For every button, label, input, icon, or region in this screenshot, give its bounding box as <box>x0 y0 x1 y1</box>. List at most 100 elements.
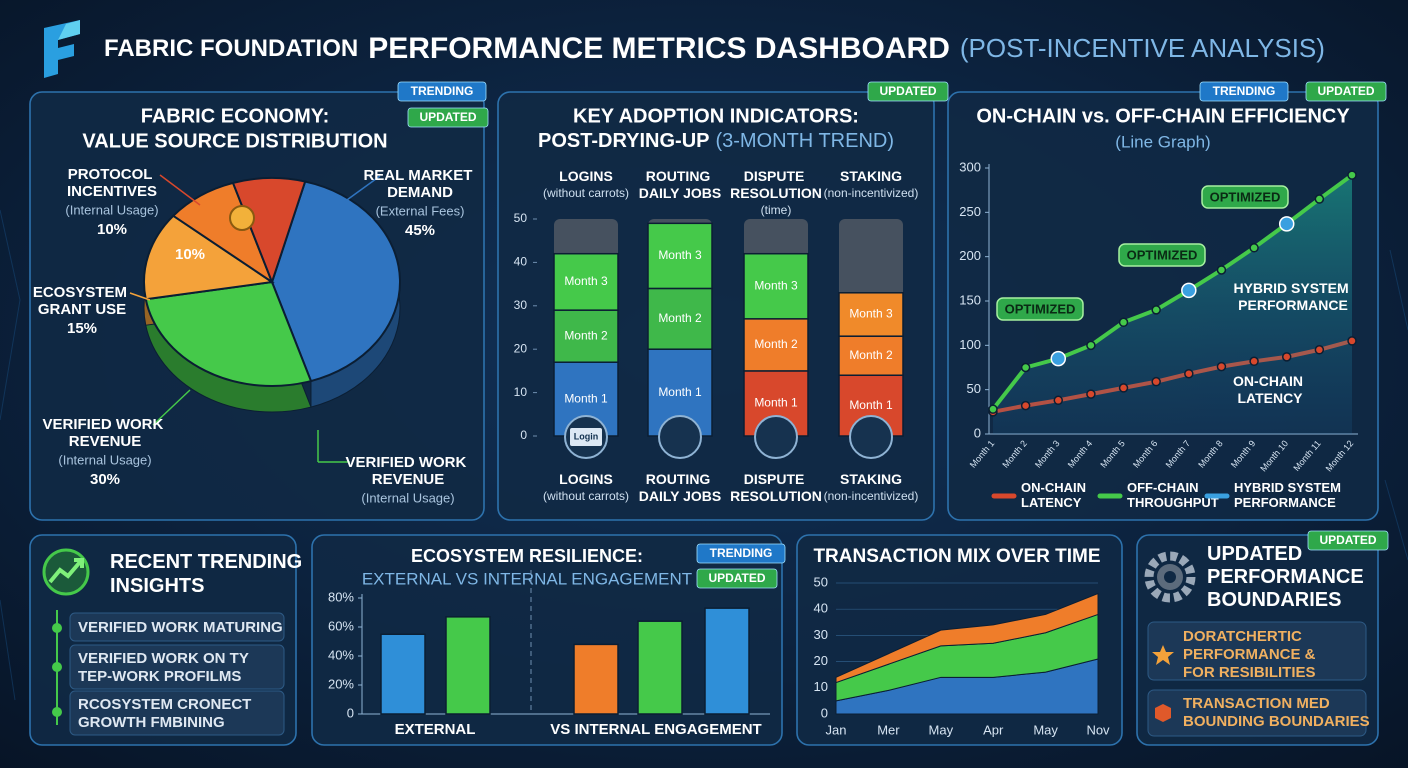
value-label: 10% <box>175 246 205 263</box>
text-line: INSIGHTS <box>110 575 204 597</box>
badge: TRENDING <box>710 546 773 560</box>
category-label: ROUTING DAILY JOBS <box>639 168 721 201</box>
boundary-icon <box>1152 645 1174 665</box>
text-line: OFF-CHAIN <box>1127 480 1202 495</box>
text-line: VERIFIED WORK MATURING <box>78 619 283 636</box>
category-label: STAKING <box>840 168 902 184</box>
text-line: HYBRID SYSTEM <box>1234 480 1345 495</box>
boundary-icon <box>1155 704 1171 722</box>
pie-slice <box>143 214 275 301</box>
pie-slice <box>144 280 313 387</box>
text-line: PROTOCOL <box>68 166 157 183</box>
category-label: ROUTING DAILY JOBS <box>639 471 721 504</box>
y-tick-label: 10 <box>514 385 528 399</box>
boundaries-title: UPDATED PERFORMANCE BOUNDARIES <box>1207 543 1369 611</box>
y-tick-label: 40 <box>814 601 828 616</box>
leader-line <box>129 292 151 301</box>
annotation: HYBRID SYSTEM PERFORMANCE <box>1233 280 1352 313</box>
bar <box>573 643 619 715</box>
badge-bg <box>696 568 778 589</box>
segment-label: Month 2 <box>754 337 798 351</box>
category-sublabel: (non-incentivized) <box>824 489 919 503</box>
text-line: TEP-WORK PROFILMS <box>78 668 241 685</box>
point <box>1053 395 1064 406</box>
slice-label: ECOSYSTEM GRANT USE <box>33 284 131 318</box>
badge-bg <box>1305 81 1387 102</box>
y-tick-label: 100 <box>959 337 981 352</box>
text-line: RESOLUTION <box>730 185 822 201</box>
segment-label: Month 3 <box>754 278 798 292</box>
text-line: INCENTIVES <box>67 183 157 200</box>
y-tick-label: 40% <box>328 647 354 662</box>
text-line: DISPUTE <box>744 471 809 487</box>
category-label: STAKING <box>840 471 902 487</box>
x-tick-label: VS INTERNAL ENGAGEMENT <box>550 721 761 738</box>
value-label: 15% <box>67 320 97 337</box>
pie-slice <box>231 177 307 285</box>
pie-slice <box>270 180 401 383</box>
indicator-icon <box>849 415 893 459</box>
segment-label: Month 2 <box>658 311 702 325</box>
chart-subtitle: (Line Graph) <box>1115 132 1210 151</box>
annotation: ON-CHAIN LATENCY <box>1233 373 1307 406</box>
chart-title: ON-CHAIN vs. OFF-CHAIN EFFICIENCY <box>976 105 1350 127</box>
segment-label: Month 1 <box>564 391 608 405</box>
boundary-box <box>1147 621 1367 681</box>
page-subtitle: (POST-INCENTIVE ANALYSIS) <box>960 33 1325 63</box>
point <box>988 404 998 414</box>
network-decoration <box>0 209 1408 701</box>
y-tick-label: 30 <box>514 298 528 312</box>
insights-icon <box>42 548 90 725</box>
gear-icon <box>1144 551 1196 603</box>
text-line: REAL MARKET <box>363 167 476 184</box>
callout: OPTIMIZED <box>1127 247 1198 262</box>
segment-label: Month 3 <box>658 248 702 262</box>
value-label: 45% <box>405 222 435 239</box>
callout: OPTIMIZED <box>1005 301 1076 316</box>
x-tick-label: EXTERNAL <box>395 721 476 738</box>
text-line: DORATCHERTIC <box>1183 628 1306 645</box>
point <box>1249 243 1259 253</box>
boundary-box <box>1147 689 1367 737</box>
slice-label: PROTOCOL INCENTIVES <box>67 166 157 200</box>
callout-box <box>996 297 1084 321</box>
text-line: UPDATED <box>1207 543 1308 565</box>
category-label: LOGINS <box>559 471 613 487</box>
insights: VERIFIED WORK MATURING VERIFIED WORK ON T… <box>69 612 285 736</box>
insight-box <box>69 690 285 736</box>
boundaries: UPDATED DORATCHERTIC PERFORMANCE & FOR RE… <box>1147 530 1389 737</box>
point <box>1086 389 1096 399</box>
y-tick-label: 0 <box>821 705 828 720</box>
y-tick-label: 50 <box>967 381 981 396</box>
chart-subtitle-note: (3-MONTH TREND) <box>715 130 894 152</box>
text-line: PERFORMANCE <box>1234 495 1336 510</box>
badge: UPDATED <box>1317 84 1374 98</box>
value-label: 30% <box>90 471 120 488</box>
y-tick-label: 80% <box>328 589 354 604</box>
header: FABRIC FOUNDATION PERFORMANCE METRICS DAS… <box>104 32 1325 65</box>
y-tick-label: 50 <box>514 211 528 225</box>
text-line: ON-CHAIN <box>1021 480 1090 495</box>
point <box>1216 265 1227 275</box>
y-tick-label: 20 <box>814 653 828 668</box>
badge: UPDATED <box>1319 533 1376 547</box>
text-line: RCOSYSTEM CRONECT <box>78 696 256 713</box>
y-tick-label: 0 <box>974 425 981 440</box>
segment-label: Month 2 <box>849 348 893 362</box>
text-line: PERFORMANCE <box>1207 566 1369 588</box>
bar-segment <box>743 318 809 372</box>
text-line: ECOSYSTEM <box>33 284 131 301</box>
text-line: BOUNDING BOUNDARIES <box>1183 713 1370 730</box>
bar <box>380 633 426 715</box>
insight-box <box>69 644 285 690</box>
x-tick-label: Apr <box>983 722 1004 737</box>
badge: UPDATED <box>708 571 765 585</box>
value-label: 10% <box>97 221 127 238</box>
leader-line <box>339 175 381 206</box>
bar-segment <box>838 335 904 376</box>
y-tick-label: 0 <box>347 705 354 720</box>
point <box>1020 400 1031 411</box>
text-line: FOR RESIBILITIES <box>1183 664 1316 681</box>
point <box>1050 350 1067 367</box>
